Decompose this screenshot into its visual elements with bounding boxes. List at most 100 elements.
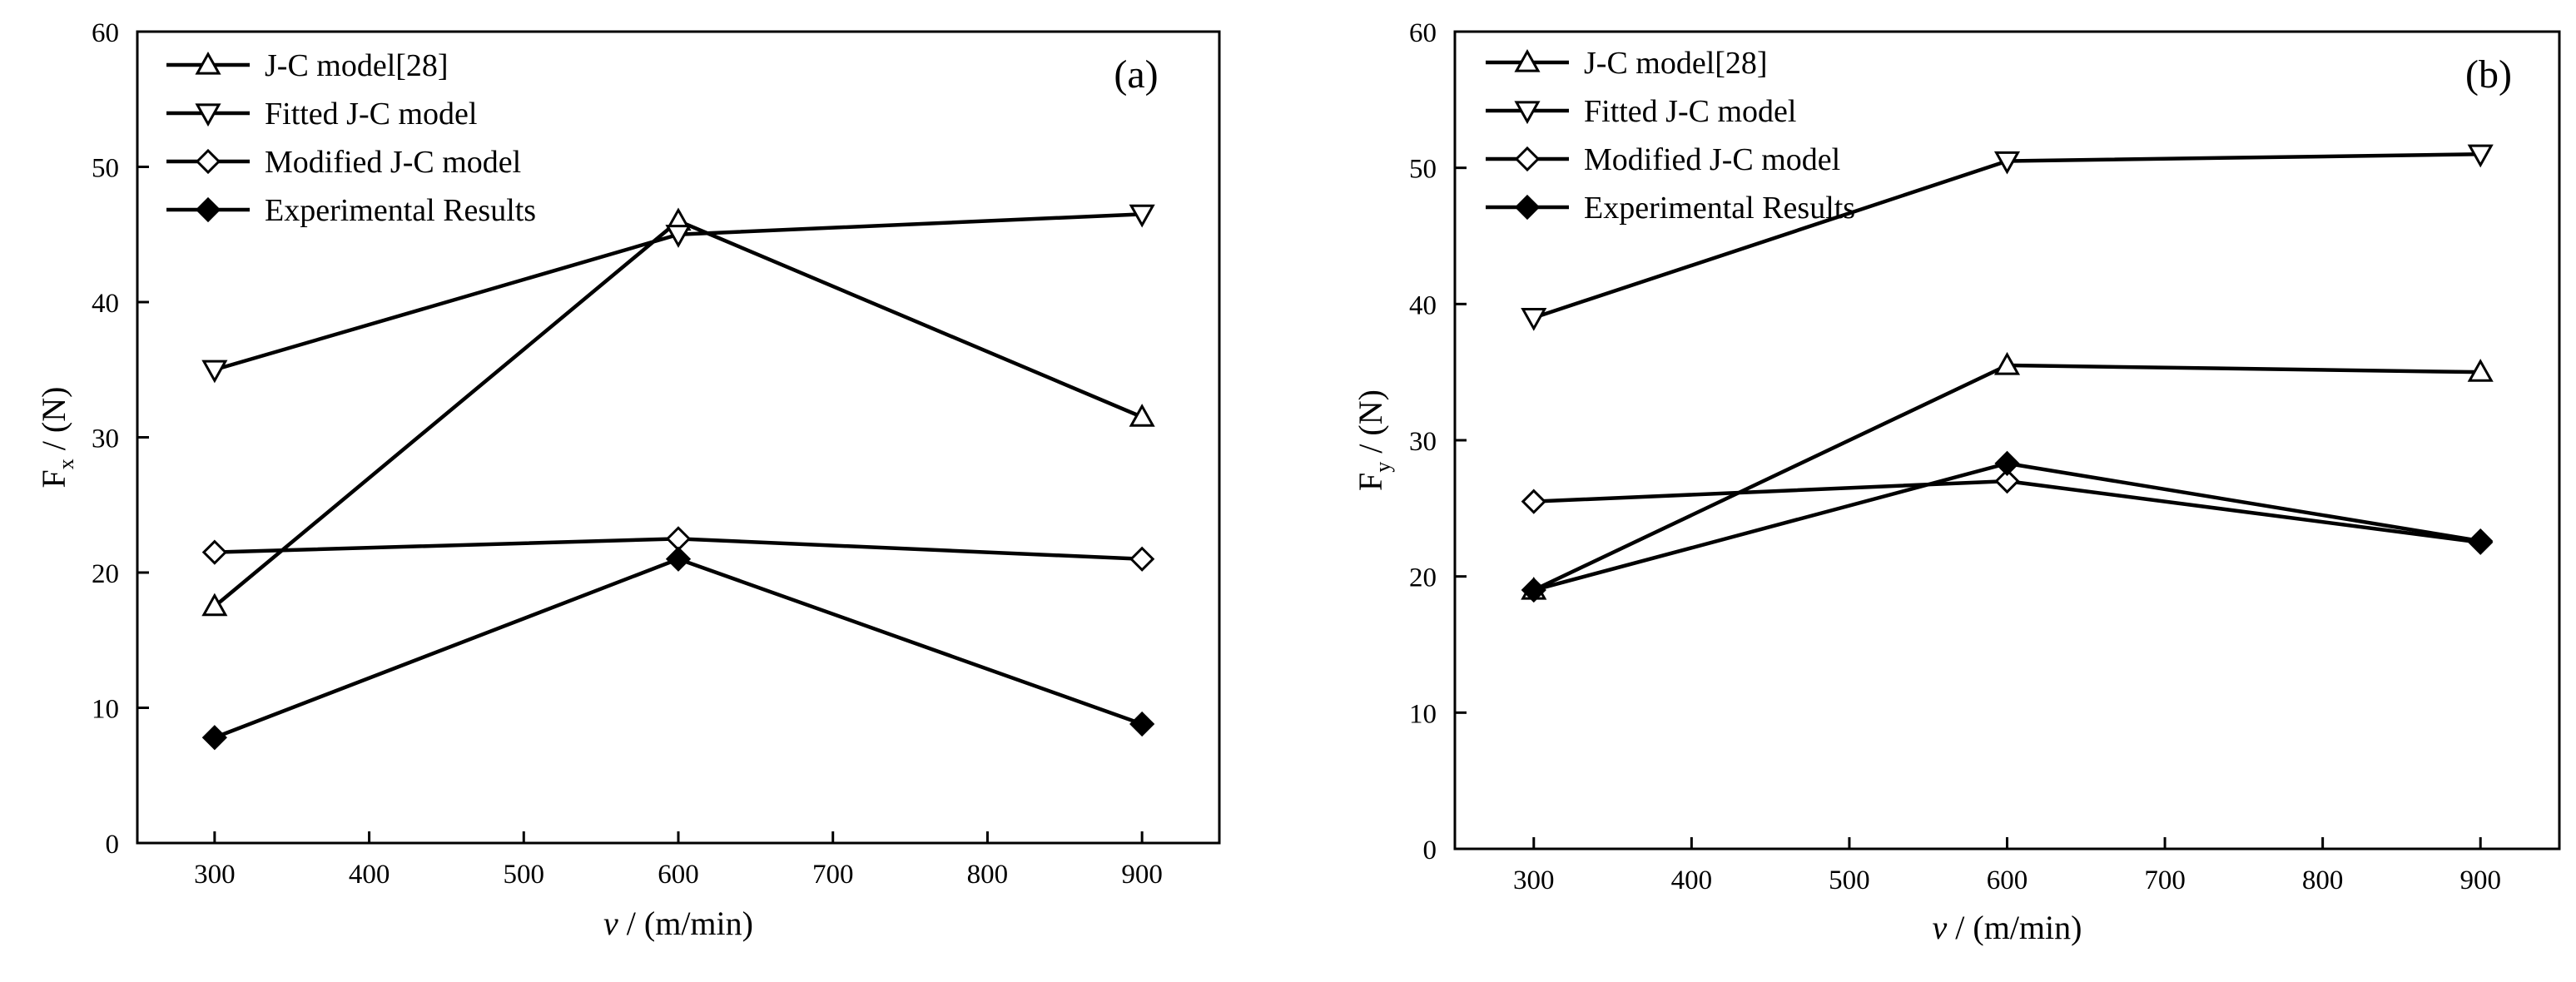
legend-entry: Modified J-C model	[166, 145, 521, 180]
legend-label: J-C model[28]	[1584, 46, 1768, 81]
legend-label: Fitted J-C model	[265, 97, 477, 131]
data-point	[1993, 151, 2021, 175]
y-axis-subscript: y	[1371, 462, 1395, 473]
y-tick-label: 10	[92, 695, 119, 725]
data-point	[665, 526, 692, 552]
x-axis-label: v / (m/min)	[1933, 909, 2082, 946]
panel-label: (a)	[1114, 52, 1158, 97]
data-point	[1129, 546, 1155, 572]
x-tick-label: 600	[1987, 865, 2028, 895]
legend-marker	[1514, 101, 1541, 125]
x-tick-label: 400	[349, 860, 390, 890]
legend: J-C model[28] Fitted J-C model Modified J-…	[166, 48, 536, 228]
x-tick-label: 500	[1829, 865, 1870, 895]
x-tick-label: 900	[1121, 860, 1163, 890]
legend-entry: Experimental Results	[1486, 191, 1855, 226]
series-diamond-filled	[1521, 450, 2494, 603]
legend-marker	[1514, 146, 1541, 172]
series-line	[214, 557, 1143, 740]
legend-marker	[195, 196, 221, 223]
data-point	[201, 593, 228, 617]
x-tick-label: 300	[1513, 865, 1555, 895]
y-tick-label: 30	[92, 424, 119, 454]
x-tick-label: 600	[658, 860, 699, 890]
legend-label: Experimental Results	[1584, 191, 1855, 226]
legend-label: Modified J-C model	[265, 145, 521, 180]
data-point	[665, 546, 692, 572]
data-point	[201, 725, 227, 751]
data-point	[1521, 489, 1546, 514]
y-axis-unit: / (N)	[35, 387, 72, 459]
legend-label: Modified J-C model	[1584, 142, 1840, 177]
x-axis-unit: / (m/min)	[618, 905, 753, 942]
series-diamond-open	[201, 526, 1155, 572]
legend-entry: Modified J-C model	[1486, 142, 1840, 177]
legend-entry: Experimental Results	[166, 193, 536, 228]
x-axis-variable: v	[603, 905, 618, 942]
legend-marker	[195, 148, 221, 175]
data-point	[1521, 308, 1547, 331]
legend-marker	[1514, 48, 1541, 72]
data-point	[1521, 577, 1546, 603]
x-tick-label: 700	[2144, 865, 2186, 895]
y-tick-label: 0	[106, 830, 120, 860]
legend-entry: Fitted J-C model	[1486, 94, 1796, 129]
x-axis-variable: v	[1933, 909, 1948, 946]
series-diamond-filled	[201, 546, 1155, 751]
y-axis-variable: F	[1352, 473, 1389, 491]
data-point	[1994, 450, 2020, 476]
series-diamond-open	[1521, 468, 2494, 555]
y-axis-label: Fx / (N)	[35, 387, 78, 489]
series-triangle-down	[1521, 144, 2494, 331]
y-tick-label: 0	[1423, 836, 1437, 865]
y-tick-label: 20	[1409, 563, 1437, 593]
y-axis-unit: / (N)	[1352, 389, 1389, 462]
legend-marker	[195, 103, 221, 127]
x-tick-label: 300	[194, 860, 236, 890]
x-tick-label: 700	[812, 860, 854, 890]
legend-label: Experimental Results	[265, 193, 536, 228]
chart-panel-a: 0 10 20 30 40 50 60 300 400 500 600 700 800 900 v / (m…	[35, 18, 1221, 942]
data-point	[1129, 404, 1155, 427]
data-point	[1993, 351, 2021, 375]
y-tick-label: 40	[1409, 290, 1437, 320]
legend-entry: Fitted J-C model	[166, 97, 477, 131]
legend-entry: J-C model[28]	[166, 48, 449, 83]
data-point	[1129, 204, 1155, 228]
y-tick-label: 20	[92, 559, 119, 589]
x-tick-label: 800	[967, 860, 1009, 890]
x-tick-label: 900	[2459, 865, 2501, 895]
y-axis-label: Fy / (N)	[1352, 389, 1395, 491]
data-point	[1994, 468, 2020, 494]
data-point	[201, 360, 228, 384]
y-tick-label: 50	[1409, 155, 1437, 185]
x-tick-label: 400	[1671, 865, 1713, 895]
y-tick-label: 60	[92, 18, 119, 48]
x-axis-label: v / (m/min)	[603, 905, 753, 942]
y-tick-label: 30	[1409, 427, 1437, 457]
data-point	[665, 225, 692, 248]
data-point	[2467, 359, 2494, 382]
y-tick-label: 40	[92, 289, 119, 319]
y-axis-variable: F	[35, 469, 72, 488]
y-tick-label: 50	[92, 154, 119, 184]
data-point	[2468, 528, 2494, 554]
x-tick-label: 500	[504, 860, 545, 890]
series-triangle-up	[201, 207, 1155, 617]
legend-marker	[1514, 194, 1541, 221]
legend-label: J-C model[28]	[265, 48, 449, 83]
series-triangle-down	[201, 204, 1155, 384]
data-point	[2467, 144, 2494, 168]
y-axis-subscript: x	[54, 459, 78, 469]
data-point	[201, 539, 227, 565]
series-line	[1533, 152, 2481, 320]
panel-label: (b)	[2465, 52, 2512, 97]
legend: J-C model[28] Fitted J-C model Modified J-…	[1486, 46, 1855, 226]
legend-label: Fitted J-C model	[1584, 94, 1796, 129]
y-tick-label: 10	[1409, 699, 1437, 729]
legend-marker	[195, 51, 221, 75]
legend-entry: J-C model[28]	[1486, 46, 1768, 81]
y-tick-label: 60	[1409, 18, 1437, 48]
data-point	[1129, 711, 1155, 737]
